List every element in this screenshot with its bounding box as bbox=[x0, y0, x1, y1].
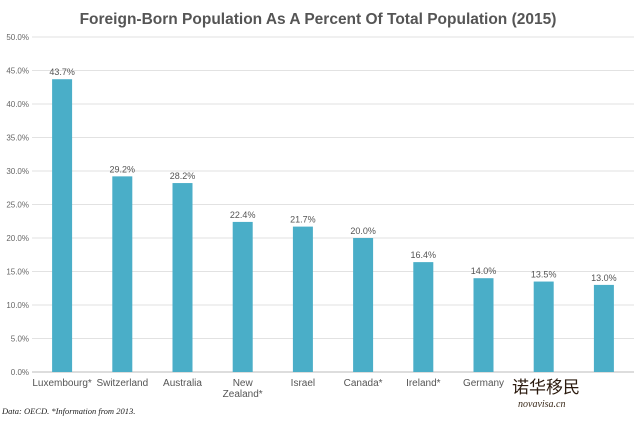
x-tick-label: Ireland* bbox=[406, 378, 441, 389]
bar bbox=[353, 238, 374, 372]
x-axis: Luxembourg* Switzerland Australia NewZealan… bbox=[32, 378, 504, 400]
data-label: 13.5% bbox=[531, 270, 557, 280]
bar bbox=[232, 221, 253, 372]
data-label: 29.2% bbox=[110, 164, 136, 174]
source-note: Data: OECD. *Information from 2013. bbox=[1, 406, 135, 416]
y-tick-label: 30.0% bbox=[6, 167, 29, 176]
x-tick-label: Israel bbox=[291, 378, 315, 389]
x-tick-label: Canada* bbox=[344, 378, 383, 389]
bar bbox=[112, 176, 133, 372]
watermark-chinese: 诺华移民 bbox=[512, 378, 580, 398]
chart-title: Foreign-Born Population As A Percent Of … bbox=[80, 11, 557, 28]
watermark-latin: novavisa.cn bbox=[518, 399, 566, 410]
bar bbox=[533, 281, 554, 372]
x-tick-label: Germany bbox=[463, 378, 504, 389]
bar bbox=[413, 262, 434, 372]
y-tick-label: 25.0% bbox=[6, 201, 29, 210]
y-tick-label: 5.0% bbox=[11, 335, 29, 344]
x-tick-label: New bbox=[233, 378, 254, 389]
bars bbox=[52, 79, 614, 373]
y-tick-label: 40.0% bbox=[6, 100, 29, 109]
bar bbox=[292, 226, 313, 372]
data-label: 28.2% bbox=[170, 171, 196, 181]
data-label: 16.4% bbox=[411, 250, 437, 260]
data-label: 43.7% bbox=[49, 67, 75, 77]
x-tick-label: Zealand* bbox=[223, 389, 263, 400]
data-label: 22.4% bbox=[230, 210, 256, 220]
data-label: 14.0% bbox=[471, 266, 497, 276]
bar bbox=[172, 183, 193, 372]
x-tick-label: Australia bbox=[163, 378, 202, 389]
x-tick-label: Switzerland bbox=[96, 378, 148, 389]
watermark-logo: 诺华移民 novavisa.cn bbox=[512, 378, 580, 410]
y-tick-label: 45.0% bbox=[6, 67, 29, 76]
data-label: 13.0% bbox=[591, 273, 617, 283]
data-label: 21.7% bbox=[290, 215, 316, 225]
bar bbox=[593, 284, 614, 372]
x-tick-label: Luxembourg* bbox=[32, 378, 92, 389]
y-tick-label: 50.0% bbox=[6, 33, 29, 42]
y-tick-label: 15.0% bbox=[6, 268, 29, 277]
bar bbox=[52, 79, 73, 373]
y-tick-label: 20.0% bbox=[6, 234, 29, 243]
y-axis: 0.0% 5.0% 10.0% 15.0% 20.0% 25.0% 30.0% 35.0% 40… bbox=[6, 33, 29, 377]
y-tick-label: 10.0% bbox=[6, 301, 29, 310]
bar bbox=[473, 278, 494, 372]
y-tick-label: 0.0% bbox=[11, 368, 29, 377]
data-label: 20.0% bbox=[350, 226, 376, 236]
data-labels: 43.7% 29.2% 28.2% 22.4% 21.7% 20.0% 16.4% 14.0%… bbox=[49, 67, 616, 283]
gridlines bbox=[32, 36, 634, 373]
y-tick-label: 35.0% bbox=[6, 134, 29, 143]
